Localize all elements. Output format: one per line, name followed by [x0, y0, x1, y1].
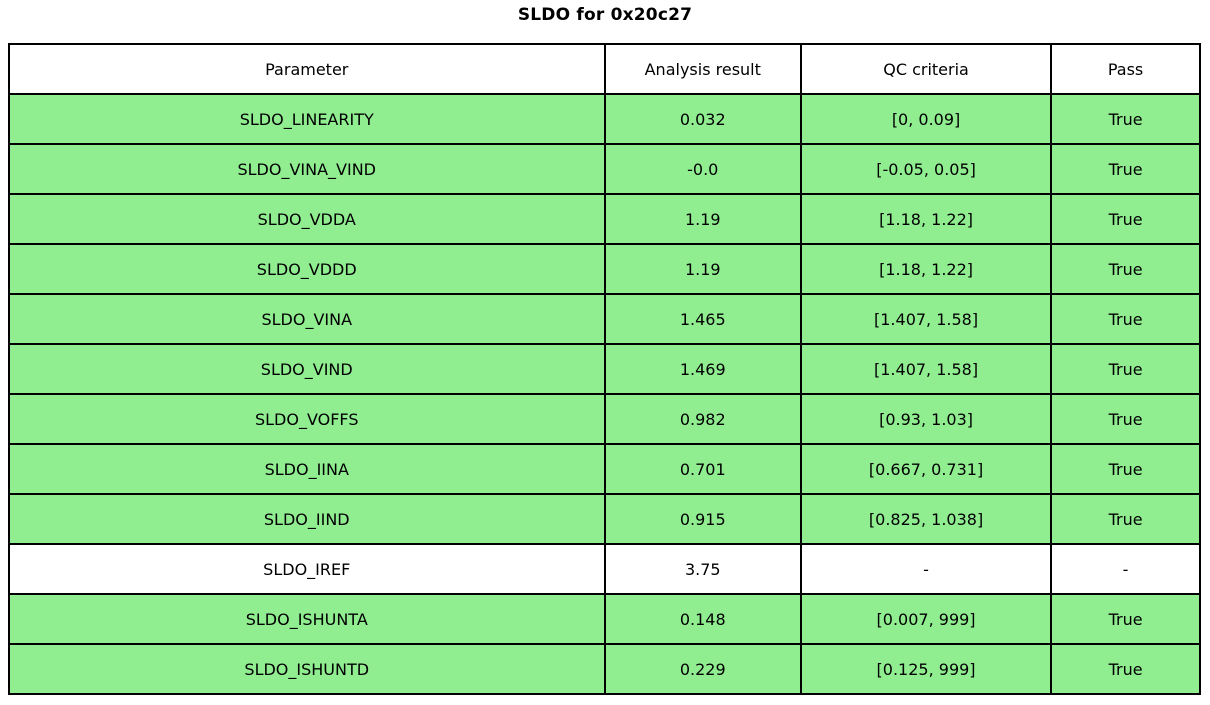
- cell-analysis-result: 0.982: [603, 393, 802, 445]
- cell-pass: True: [1050, 393, 1201, 445]
- cell-analysis-result: 0.701: [603, 443, 802, 495]
- cell-qc-criteria: [0.825, 1.038]: [799, 493, 1053, 545]
- cell-parameter: SLDO_ISHUNTA: [8, 593, 606, 645]
- cell-qc-criteria: [1.18, 1.22]: [799, 243, 1053, 295]
- column-header-pass: Pass: [1050, 43, 1201, 95]
- cell-pass: True: [1050, 143, 1201, 195]
- cell-analysis-result: 0.915: [603, 493, 802, 545]
- cell-pass: True: [1050, 493, 1201, 545]
- cell-parameter: SLDO_VOFFS: [8, 393, 606, 445]
- table-body: SLDO_LINEARITY 0.032 [0, 0.09] True SLDO_VIN…: [8, 93, 1201, 695]
- table-row: SLDO_ISHUNTD 0.229 [0.125, 999] True: [8, 643, 1201, 695]
- table-row: SLDO_VINA_VIND -0.0 [-0.05, 0.05] True: [8, 143, 1201, 195]
- cell-parameter: SLDO_LINEARITY: [8, 93, 606, 145]
- cell-analysis-result: -0.0: [603, 143, 802, 195]
- cell-pass: True: [1050, 643, 1201, 695]
- cell-parameter: SLDO_IIND: [8, 493, 606, 545]
- cell-parameter: SLDO_IREF: [8, 543, 606, 595]
- cell-qc-criteria: [0.667, 0.731]: [799, 443, 1053, 495]
- cell-parameter: SLDO_IINA: [8, 443, 606, 495]
- column-header-analysis-result: Analysis result: [603, 43, 802, 95]
- cell-parameter: SLDO_VDDA: [8, 193, 606, 245]
- table-row: SLDO_LINEARITY 0.032 [0, 0.09] True: [8, 93, 1201, 145]
- cell-analysis-result: 1.465: [603, 293, 802, 345]
- cell-analysis-result: 3.75: [603, 543, 802, 595]
- column-header-qc-criteria: QC criteria: [799, 43, 1053, 95]
- cell-pass: True: [1050, 443, 1201, 495]
- cell-qc-criteria: [1.407, 1.58]: [799, 293, 1053, 345]
- cell-pass: True: [1050, 93, 1201, 145]
- cell-qc-criteria: [0.007, 999]: [799, 593, 1053, 645]
- table-row: SLDO_IREF 3.75- -: [8, 543, 1201, 595]
- cell-analysis-result: 0.148: [603, 593, 802, 645]
- cell-pass: True: [1050, 193, 1201, 245]
- table-row: SLDO_VINA 1.465 [1.407, 1.58] True: [8, 293, 1201, 345]
- cell-analysis-result: 1.19: [603, 193, 802, 245]
- cell-parameter: SLDO_VDDD: [8, 243, 606, 295]
- table-row: SLDO_IIND 0.915 [0.825, 1.038] True: [8, 493, 1201, 545]
- table-row: SLDO_VIND 1.469 [1.407, 1.58] True: [8, 343, 1201, 395]
- table-row: SLDO_IINA 0.701 [0.667, 0.731] True: [8, 443, 1201, 495]
- cell-qc-criteria: [1.407, 1.58]: [799, 343, 1053, 395]
- table-header-row: Parameter Analysis result QC criteria Pa…: [8, 43, 1201, 95]
- cell-qc-criteria: [0.93, 1.03]: [799, 393, 1053, 445]
- qc-results-table: Parameter Analysis result QC criteria Pa…: [8, 43, 1201, 695]
- table-header: Parameter Analysis result QC criteria Pa…: [8, 43, 1201, 95]
- cell-analysis-result: 0.229: [603, 643, 802, 695]
- cell-qc-criteria: [0.125, 999]: [799, 643, 1053, 695]
- cell-parameter: SLDO_VINA: [8, 293, 606, 345]
- cell-qc-criteria: [-0.05, 0.05]: [799, 143, 1053, 195]
- table-row: SLDO_ISHUNTA 0.148 [0.007, 999] True: [8, 593, 1201, 645]
- table-row: SLDO_VDDA 1.19 [1.18, 1.22] True: [8, 193, 1201, 245]
- cell-pass: -: [1050, 543, 1201, 595]
- cell-analysis-result: 1.469: [603, 343, 802, 395]
- cell-pass: True: [1050, 243, 1201, 295]
- cell-analysis-result: 1.19: [603, 243, 802, 295]
- table-row: SLDO_VOFFS 0.982 [0.93, 1.03] True: [8, 393, 1201, 445]
- cell-qc-criteria: [0, 0.09]: [799, 93, 1053, 145]
- cell-parameter: SLDO_ISHUNTD: [8, 643, 606, 695]
- cell-pass: True: [1050, 593, 1201, 645]
- cell-pass: True: [1050, 343, 1201, 395]
- cell-pass: True: [1050, 293, 1201, 345]
- column-header-parameter: Parameter: [8, 43, 606, 95]
- table-row: SLDO_VDDD 1.19 [1.18, 1.22] True: [8, 243, 1201, 295]
- cell-analysis-result: 0.032: [603, 93, 802, 145]
- cell-parameter: SLDO_VIND: [8, 343, 606, 395]
- cell-qc-criteria: -: [799, 543, 1053, 595]
- cell-qc-criteria: [1.18, 1.22]: [799, 193, 1053, 245]
- cell-parameter: SLDO_VINA_VIND: [8, 143, 606, 195]
- page-title: SLDO for 0x20c27: [517, 5, 693, 25]
